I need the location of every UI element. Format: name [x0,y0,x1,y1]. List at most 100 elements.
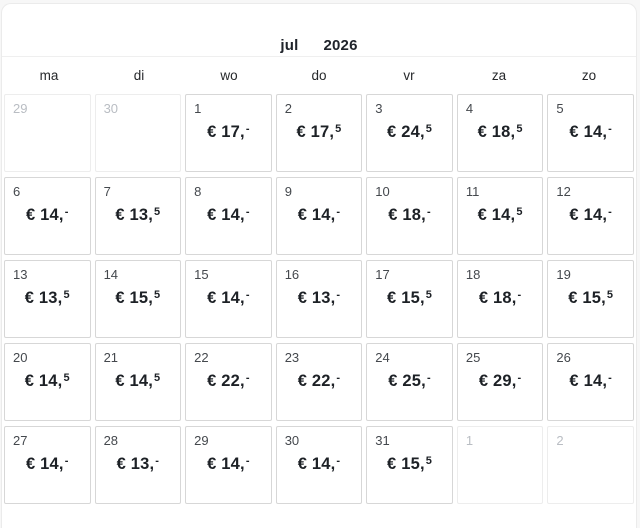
day-cell[interactable]: 13 € 13,5 [4,260,91,338]
day-price: € 14,- [186,289,271,308]
day-price: € 22,- [186,372,271,391]
day-cell[interactable]: 3 € 24,5 [366,94,453,172]
price-fraction: - [336,454,341,467]
day-cell[interactable]: 17 € 15,5 [366,260,453,338]
weekday-label: di [133,68,145,83]
day-number: 13 [13,267,28,282]
price-amount: € 17, [296,123,335,141]
day-number: 29 [194,433,209,448]
day-number: 1 [194,101,202,116]
day-cell[interactable]: 14 € 15,5 [94,260,182,338]
price-amount: € 14, [24,372,63,390]
day-number: 18 [465,267,481,282]
day-cell[interactable]: 28 € 13,- [94,426,182,504]
day-number: 21 [103,350,119,365]
day-cell[interactable]: 16 € 13,- [275,260,363,338]
day-price: € 24,5 [367,123,452,142]
price-amount: € 14, [115,372,154,390]
day-price: € 29,- [458,372,543,391]
day-cell[interactable]: 7 € 13,5 [94,177,182,255]
price-amount: € 29, [478,372,517,390]
day-number: 17 [375,267,390,282]
day-cell[interactable]: 4 € 18,5 [456,94,544,172]
price-fraction: - [336,288,341,301]
day-number: 4 [465,101,474,116]
price-amount: € 24, [387,123,425,141]
price-amount: € 17, [207,123,245,141]
price-fraction: - [517,288,522,301]
price-amount: € 15, [387,455,425,473]
day-cell[interactable]: 21 € 14,5 [94,343,182,421]
day-number: 3 [375,101,383,116]
day-cell[interactable]: 10 € 18,- [366,177,453,255]
day-price: € 14,- [186,206,271,225]
day-cell[interactable]: 25 € 29,- [456,343,544,421]
day-cell[interactable]: 2 € 17,5 [275,94,363,172]
day-number: 9 [284,184,292,199]
day-cell[interactable]: 30 € 14,- [275,426,363,504]
price-calendar-card: jul 2026 ma di wo do vr za zo 29 30 1 € 17,- 2 € 17… [1,3,637,528]
price-amount: € 14, [569,206,608,224]
price-fraction: 5 [516,122,523,135]
day-cell[interactable]: 29 € 14,- [185,426,272,504]
day-cell[interactable]: 27 € 14,- [4,426,91,504]
day-cell[interactable]: 11 € 14,5 [456,177,544,255]
price-amount: € 13, [115,206,154,224]
day-cell: 2 [547,426,634,504]
day-price: € 13,- [277,289,362,308]
day-price: € 14,- [5,206,90,225]
price-amount: € 15, [387,289,425,307]
price-amount: € 14, [569,372,608,390]
price-fraction: 5 [63,288,70,301]
day-number: 25 [465,350,481,365]
day-cell[interactable]: 20 € 14,5 [4,343,91,421]
price-fraction: - [245,205,250,218]
day-price: € 13,5 [96,206,181,225]
day-number: 23 [284,350,300,365]
day-cell[interactable]: 26 € 14,- [547,343,634,421]
price-fraction: 5 [154,371,161,384]
day-number: 15 [194,267,209,282]
day-cell[interactable]: 6 € 14,- [4,177,91,255]
day-cell[interactable]: 1 € 17,- [185,94,272,172]
day-cell[interactable]: 15 € 14,- [185,260,272,338]
day-price: € 14,- [548,206,633,225]
day-cell[interactable]: 8 € 14,- [185,177,272,255]
price-fraction: - [608,122,612,135]
price-amount: € 13, [116,455,155,473]
day-cell[interactable]: 5 € 14,- [547,94,634,172]
day-cell[interactable]: 18 € 18,- [456,260,544,338]
day-number: 11 [465,184,480,199]
price-amount: € 18, [478,289,517,307]
price-fraction: - [155,454,160,467]
day-number: 5 [556,101,564,116]
day-cell[interactable]: 24 € 25,- [366,343,453,421]
day-cell[interactable]: 31 € 15,5 [366,426,453,504]
price-fraction: - [245,371,250,384]
price-fraction: - [336,205,341,218]
price-amount: € 15, [115,289,154,307]
day-number: 30 [284,433,300,448]
price-amount: € 14, [207,455,245,473]
day-price: € 14,- [277,206,362,225]
day-cell[interactable]: 22 € 22,- [185,343,272,421]
day-cell[interactable]: 23 € 22,- [275,343,363,421]
day-price: € 17,- [186,123,271,142]
day-price: € 18,- [367,206,452,225]
day-cell[interactable]: 9 € 14,- [275,177,363,255]
day-cell[interactable]: 19 € 15,5 [547,260,634,338]
month-select[interactable]: jul [280,37,299,54]
year-select[interactable]: 2026 [323,37,358,54]
price-fraction: 5 [516,205,523,218]
price-fraction: 5 [154,288,161,301]
day-cell[interactable]: 12 € 14,- [547,177,634,255]
price-amount: € 22, [297,372,336,390]
day-cell: 29 [4,94,91,172]
day-number: 29 [13,101,28,116]
day-number: 24 [375,350,390,365]
price-amount: € 14, [297,455,336,473]
day-number: 30 [103,101,119,116]
day-price: € 14,- [5,455,90,474]
price-amount: € 14, [477,206,516,224]
price-amount: € 18, [388,206,426,224]
